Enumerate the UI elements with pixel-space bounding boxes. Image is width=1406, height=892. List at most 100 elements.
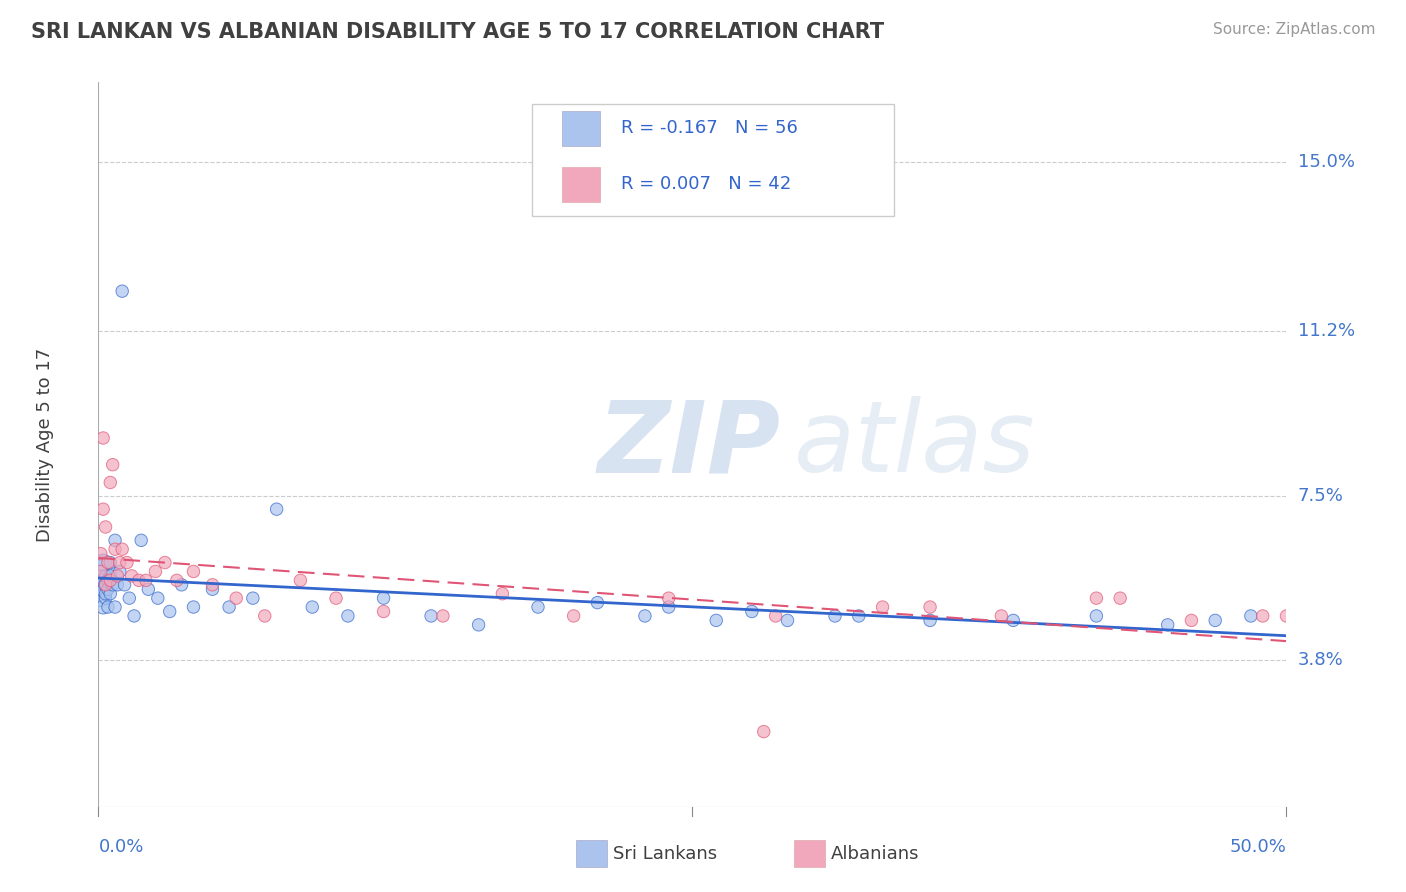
Point [336,609,359,624]
Point [1002,614,1025,628]
Point [121,569,143,583]
Point [183,565,205,579]
Text: R = -0.167   N = 56: R = -0.167 N = 56 [621,120,799,137]
Point [94,569,117,583]
Point [104,600,127,615]
Point [848,609,870,624]
Text: Sri Lankans: Sri Lankans [613,845,717,863]
Text: 3.8%: 3.8% [1298,651,1343,669]
Point [94,587,117,601]
Point [1156,618,1178,632]
Point [114,578,136,592]
Text: 11.2%: 11.2% [1298,322,1355,340]
Point [704,614,727,628]
Point [108,556,131,570]
Point [201,582,224,597]
Point [91,431,114,445]
Point [1109,591,1132,606]
Point [432,609,454,624]
Point [218,600,240,615]
Point [97,582,120,597]
Point [129,533,152,548]
Point [373,591,395,606]
Text: ZIP: ZIP [598,396,780,493]
Point [104,533,127,548]
Point [153,556,176,570]
Point [170,578,193,592]
Point [872,600,894,615]
Point [166,574,188,588]
Point [159,605,181,619]
Text: atlas: atlas [793,396,1035,493]
Point [752,724,775,739]
Point [1251,609,1274,624]
Point [90,547,112,561]
Point [98,556,121,570]
Point [145,565,167,579]
Point [586,596,609,610]
Point [108,565,131,579]
Point [91,600,114,615]
Point [98,574,121,588]
Point [920,600,942,615]
Point [122,609,145,624]
Point [94,578,117,592]
Point [266,502,288,516]
Point [135,574,157,588]
Point [325,591,347,606]
Point [491,587,513,601]
Text: 15.0%: 15.0% [1298,153,1354,171]
Text: 0.0%: 0.0% [98,838,143,855]
Point [1085,609,1108,624]
Point [824,609,846,624]
Point [91,582,114,597]
Text: SRI LANKAN VS ALBANIAN DISABILITY AGE 5 TO 17 CORRELATION CHART: SRI LANKAN VS ALBANIAN DISABILITY AGE 5 … [31,22,884,42]
Point [90,591,112,606]
Point [146,591,169,606]
Text: 50.0%: 50.0% [1230,838,1286,855]
Point [90,578,112,592]
Point [225,591,247,606]
Bar [562,167,600,202]
Point [94,520,117,534]
Point [136,582,159,597]
Bar [531,103,894,216]
Bar [562,112,600,146]
Text: R = 0.007   N = 42: R = 0.007 N = 42 [621,176,792,194]
Point [658,600,681,615]
Point [90,565,112,579]
Point [97,574,120,588]
Point [420,609,443,624]
Point [741,605,763,619]
Point [104,542,127,557]
Point [97,600,120,615]
Point [1180,614,1202,628]
Point [765,609,787,624]
Point [101,458,124,472]
Point [242,591,264,606]
Point [91,556,114,570]
Point [183,600,205,615]
Point [107,578,129,592]
Point [990,609,1012,624]
Point [920,614,942,628]
Point [111,542,134,557]
Point [94,591,117,606]
Text: 7.5%: 7.5% [1298,487,1344,505]
Point [290,574,312,588]
Point [107,569,129,583]
Text: Albanians: Albanians [831,845,920,863]
Point [128,574,150,588]
Point [467,618,489,632]
Point [91,574,114,588]
Text: Disability Age 5 to 17: Disability Age 5 to 17 [37,348,53,541]
Point [658,591,681,606]
Point [98,587,121,601]
Point [1204,614,1226,628]
Point [94,578,117,592]
Point [90,565,112,579]
Point [373,605,395,619]
Point [115,556,138,570]
Point [301,600,323,615]
Point [201,578,224,592]
